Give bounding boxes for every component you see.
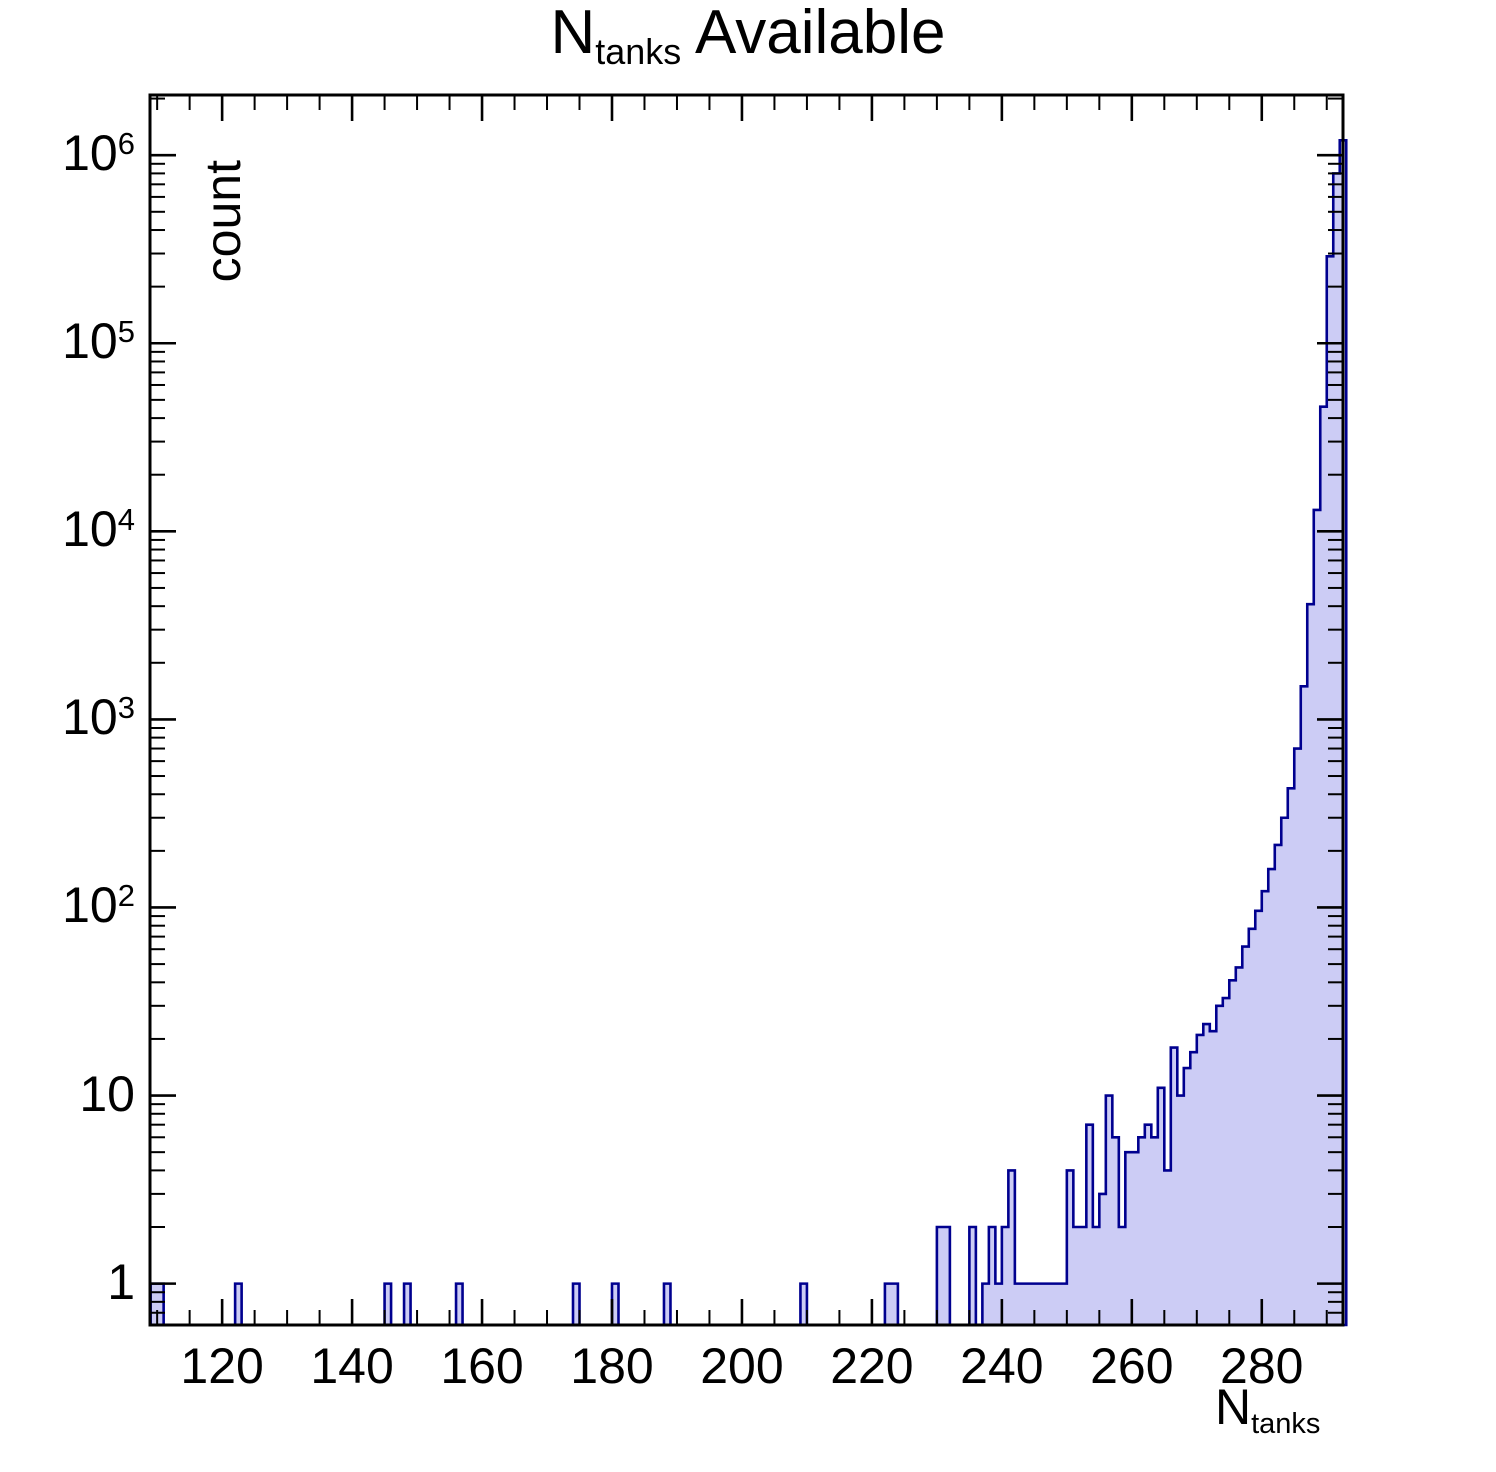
y-tick-label: 104 <box>62 501 135 558</box>
title-subscript: tanks <box>595 30 682 72</box>
x-tick-label: 200 <box>700 1338 784 1394</box>
x-axis-title: Ntanks <box>1215 1378 1320 1440</box>
x-tick-label: 240 <box>960 1338 1044 1394</box>
y-tick-label: 10 <box>79 1065 135 1122</box>
y-tick-label: 105 <box>62 313 135 370</box>
y-tick-label: 102 <box>62 877 135 934</box>
x-tick-label: 180 <box>570 1338 654 1394</box>
x-tick-label: 160 <box>440 1338 524 1394</box>
x-tick-label: 140 <box>310 1338 394 1394</box>
chart-title: Ntanks Available <box>0 0 1496 70</box>
x-tick-label: 220 <box>830 1338 914 1394</box>
axis-ticks <box>150 95 1343 1325</box>
x-tick-label: 120 <box>180 1338 264 1394</box>
y-tick-label: 106 <box>62 125 135 182</box>
x-tick-label: 280 <box>1220 1338 1304 1394</box>
axis-frame <box>148 93 1345 1327</box>
x-tick-label: 260 <box>1090 1338 1174 1394</box>
x-axis-title-subscript: tanks <box>1251 1407 1321 1440</box>
title-main: N <box>550 0 596 67</box>
y-tick-label: 103 <box>62 689 135 746</box>
x-axis-title-main: N <box>1215 1379 1252 1435</box>
y-tick-label: 1 <box>107 1253 135 1310</box>
histogram-series <box>149 138 1348 1327</box>
title-rest: Available <box>681 0 946 67</box>
